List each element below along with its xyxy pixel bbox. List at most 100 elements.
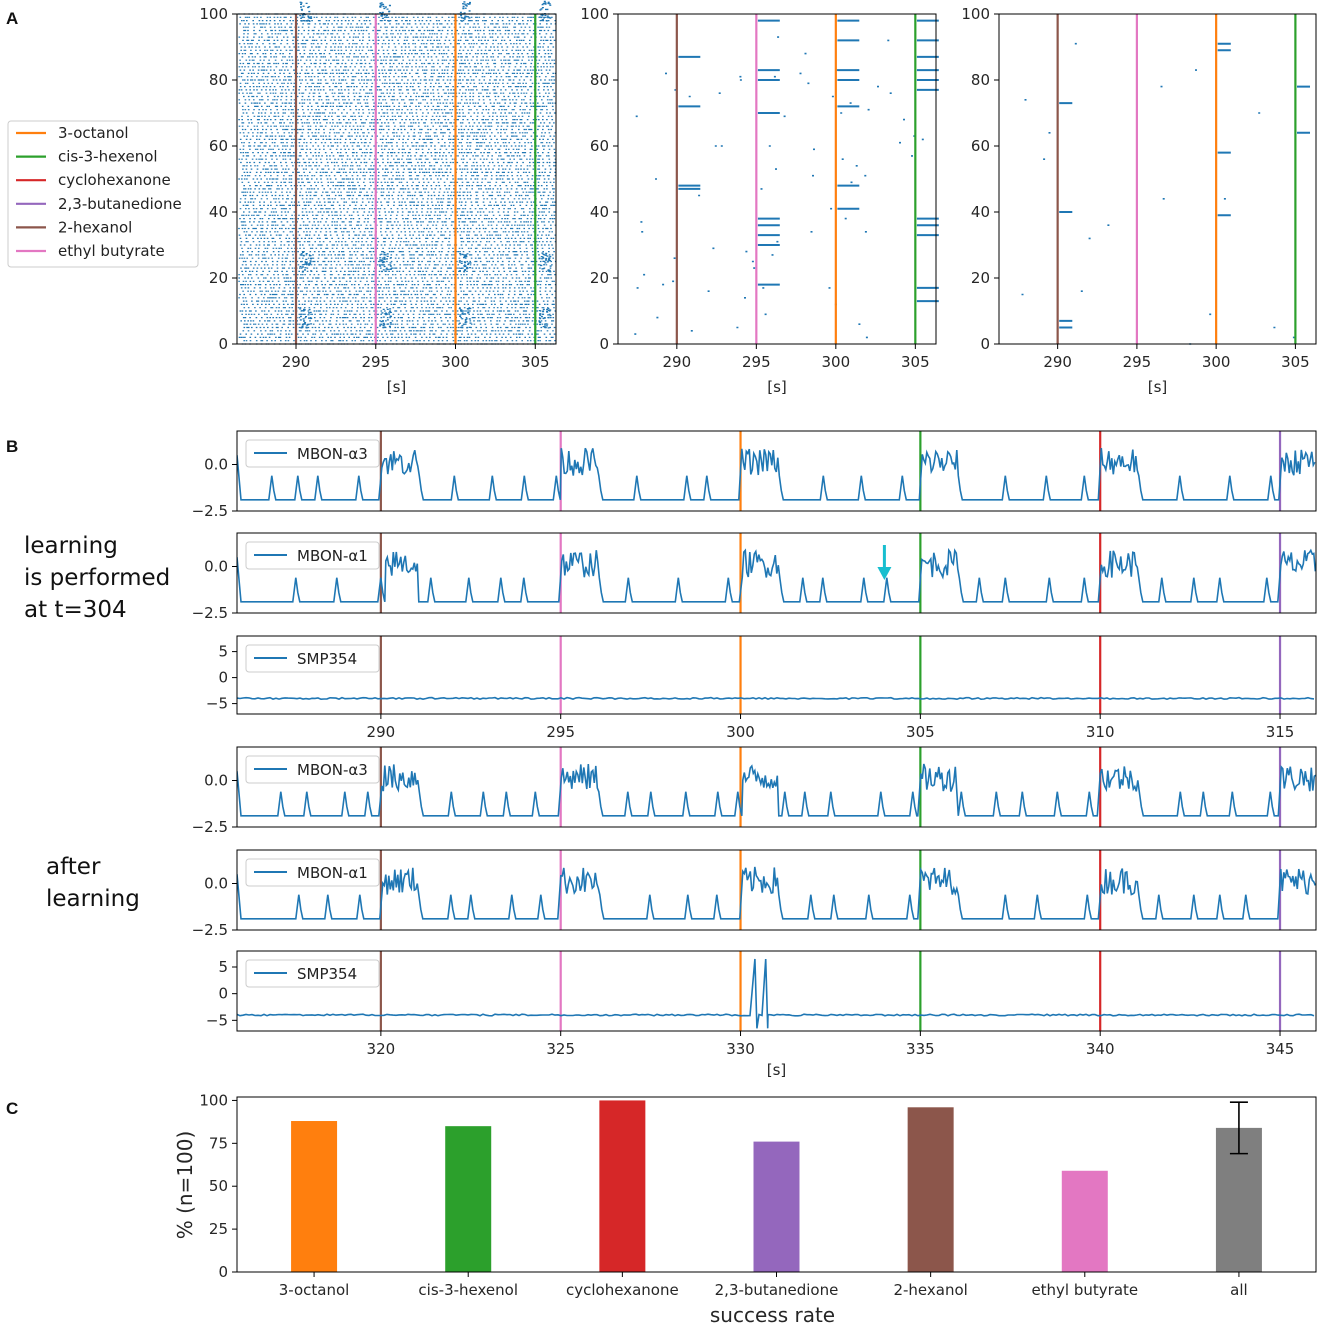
raster-subplot-2: 0 20 40 60 80 100 290 295 300 305 [s]	[961, 5, 1317, 396]
bar-label-2: cyclohexanone	[566, 1281, 679, 1299]
bar-label-5: ethyl butyrate	[1031, 1281, 1138, 1299]
x-axis-label-2: [s]	[1148, 378, 1168, 396]
trace-xtick-label-0-5: 315	[1266, 723, 1295, 741]
xtick-label-0-0: 290	[282, 353, 311, 371]
trace-legend-3: MBON-α3	[245, 755, 380, 784]
bar-2-hexanol	[907, 1107, 954, 1272]
ytick-label-1-2: 40	[590, 203, 609, 221]
trace-legend-2: SMP354	[245, 644, 380, 673]
xtick-label-1-0: 290	[663, 353, 692, 371]
trace-legend-frame-5	[245, 959, 380, 988]
trace-panel-2: 5 0 −5 SMP354 290 295 300 305 310 315	[206, 635, 1317, 741]
xtick-label-2-1: 295	[1123, 353, 1152, 371]
trace-line-4	[237, 866, 1316, 920]
axes-frame-2	[998, 13, 1317, 345]
panel-b-x-axis-label: [s]	[767, 1061, 787, 1079]
learning-annotation-line1: learning	[24, 533, 118, 559]
trace-xtick-label-1-5: 345	[1266, 1040, 1295, 1058]
trace-ytick-label-2-1: 0	[218, 669, 228, 687]
spike-raster-sparse-1	[634, 19, 939, 339]
trace-panel-3: 0.0 −2.5 MBON-α3	[192, 746, 1317, 836]
trace-legend-label-4: MBON-α1	[297, 864, 368, 882]
x-axis-label-0: [s]	[387, 378, 407, 396]
ytick-label-1-5: 100	[580, 5, 609, 23]
ytick-label-0-1: 20	[209, 269, 228, 287]
trace-legend-frame-0	[245, 439, 380, 468]
odor-legend: 3-octanol cis-3-hexenol cyclohexanone 2,3-b…	[7, 120, 199, 268]
legend-label-2: cyclohexanone	[58, 171, 171, 189]
axes-frame-0	[236, 13, 557, 345]
trace-ytick-label-0-1: −2.5	[192, 502, 228, 520]
trace-line-5	[237, 958, 1315, 1029]
trace-line-0	[237, 447, 1316, 501]
learning-annotation-line2: is performed	[24, 565, 170, 591]
xtick-label-0-1: 295	[361, 353, 390, 371]
trace-line-1	[237, 547, 1316, 603]
trace-legend-5: SMP354	[245, 959, 380, 988]
ytick-label-2-4: 80	[971, 71, 990, 89]
trace-ytick-label-4-0: 0.0	[204, 874, 228, 892]
trace-ytick-label-5-0: 5	[218, 958, 228, 976]
bar-2,3-butanedione	[753, 1141, 800, 1272]
axes-frame-1	[617, 13, 937, 345]
trace-legend-1: MBON-α1	[245, 541, 380, 570]
spike-burst-dense-2	[458, 1, 472, 329]
legend-label-5: ethyl butyrate	[58, 242, 165, 260]
trace-legend-0: MBON-α3	[245, 439, 380, 468]
legend-label-0: 3-octanol	[58, 124, 129, 142]
panel-a-raster-plots: 0 20 40 60 80 100 290 295 300 305 [s] 0 20 40 60 80 100 2…	[199, 0, 1317, 396]
panel-label-b: B	[6, 437, 18, 456]
bar-label-4: 2-hexanol	[893, 1281, 967, 1299]
xtick-label-0-3: 305	[521, 353, 550, 371]
trace-frame-3	[236, 746, 1317, 828]
legend-label-3: 2,3-butanedione	[58, 195, 182, 213]
spike-burst-dense-0	[299, 1, 313, 329]
bar-ytick-label-3: 75	[209, 1134, 228, 1152]
trace-ytick-label-1-0: 0.0	[204, 557, 228, 575]
bar-cis-3-hexenol	[445, 1126, 492, 1272]
trace-ytick-label-1-1: −2.5	[192, 604, 228, 622]
ytick-label-0-4: 80	[209, 71, 228, 89]
xtick-label-1-2: 300	[822, 353, 851, 371]
learning-annotation-line3: at t=304	[24, 597, 127, 623]
bar-3-octanol	[291, 1121, 338, 1272]
ytick-label-0-0: 0	[218, 335, 228, 353]
trace-frame-5	[236, 950, 1317, 1032]
trace-frame-4	[236, 849, 1317, 931]
trace-panel-4: 0.0 −2.5 MBON-α1	[192, 849, 1317, 939]
trace-panel-0: 0.0 −2.5 MBON-α3	[192, 430, 1317, 520]
ytick-label-0-5: 100	[199, 5, 228, 23]
xtick-label-2-0: 290	[1043, 353, 1072, 371]
ytick-label-1-1: 20	[590, 269, 609, 287]
bar-ytick-label-4: 100	[199, 1091, 228, 1109]
panel-c-y-axis-label: % (n=100)	[173, 1131, 197, 1240]
trace-ytick-label-0-0: 0.0	[204, 455, 228, 473]
ytick-label-1-3: 60	[590, 137, 609, 155]
trace-xtick-label-1-2: 330	[726, 1040, 755, 1058]
bar-ethyl butyrate	[1061, 1170, 1108, 1272]
spike-points-2	[1021, 42, 1310, 345]
trace-panel-5: 5 0 −5 SMP354 320 325 330 335 340 345	[206, 950, 1317, 1058]
xtick-label-1-1: 295	[742, 353, 771, 371]
trace-xtick-label-0-3: 305	[906, 723, 935, 741]
trace-line-3	[237, 763, 1316, 817]
spike-raster-sparse-2	[1021, 42, 1310, 345]
after-annotation-line1: after	[46, 854, 101, 880]
legend-frame	[7, 120, 199, 268]
panel-b-annotations: learning is performed at t=304 after lea…	[24, 533, 170, 912]
ytick-label-2-1: 20	[971, 269, 990, 287]
trace-legend-frame-3	[245, 755, 380, 784]
bar-cyclohexanone	[599, 1100, 646, 1272]
xtick-label-2-3: 305	[1281, 353, 1310, 371]
spike-raster-dense	[238, 13, 557, 345]
bar-ytick-label-1: 25	[209, 1220, 228, 1238]
panel-c-x-axis-label: success rate	[710, 1303, 835, 1327]
ytick-label-2-5: 100	[961, 5, 990, 23]
trace-xtick-label-1-1: 325	[546, 1040, 575, 1058]
trace-legend-frame-4	[245, 858, 380, 887]
ytick-label-2-2: 40	[971, 203, 990, 221]
bar-ytick-label-0: 0	[218, 1263, 228, 1281]
bar-ytick-label-2: 50	[209, 1177, 228, 1195]
bar-label-3: 2,3-butanedione	[715, 1281, 839, 1299]
trace-legend-frame-2	[245, 644, 380, 673]
